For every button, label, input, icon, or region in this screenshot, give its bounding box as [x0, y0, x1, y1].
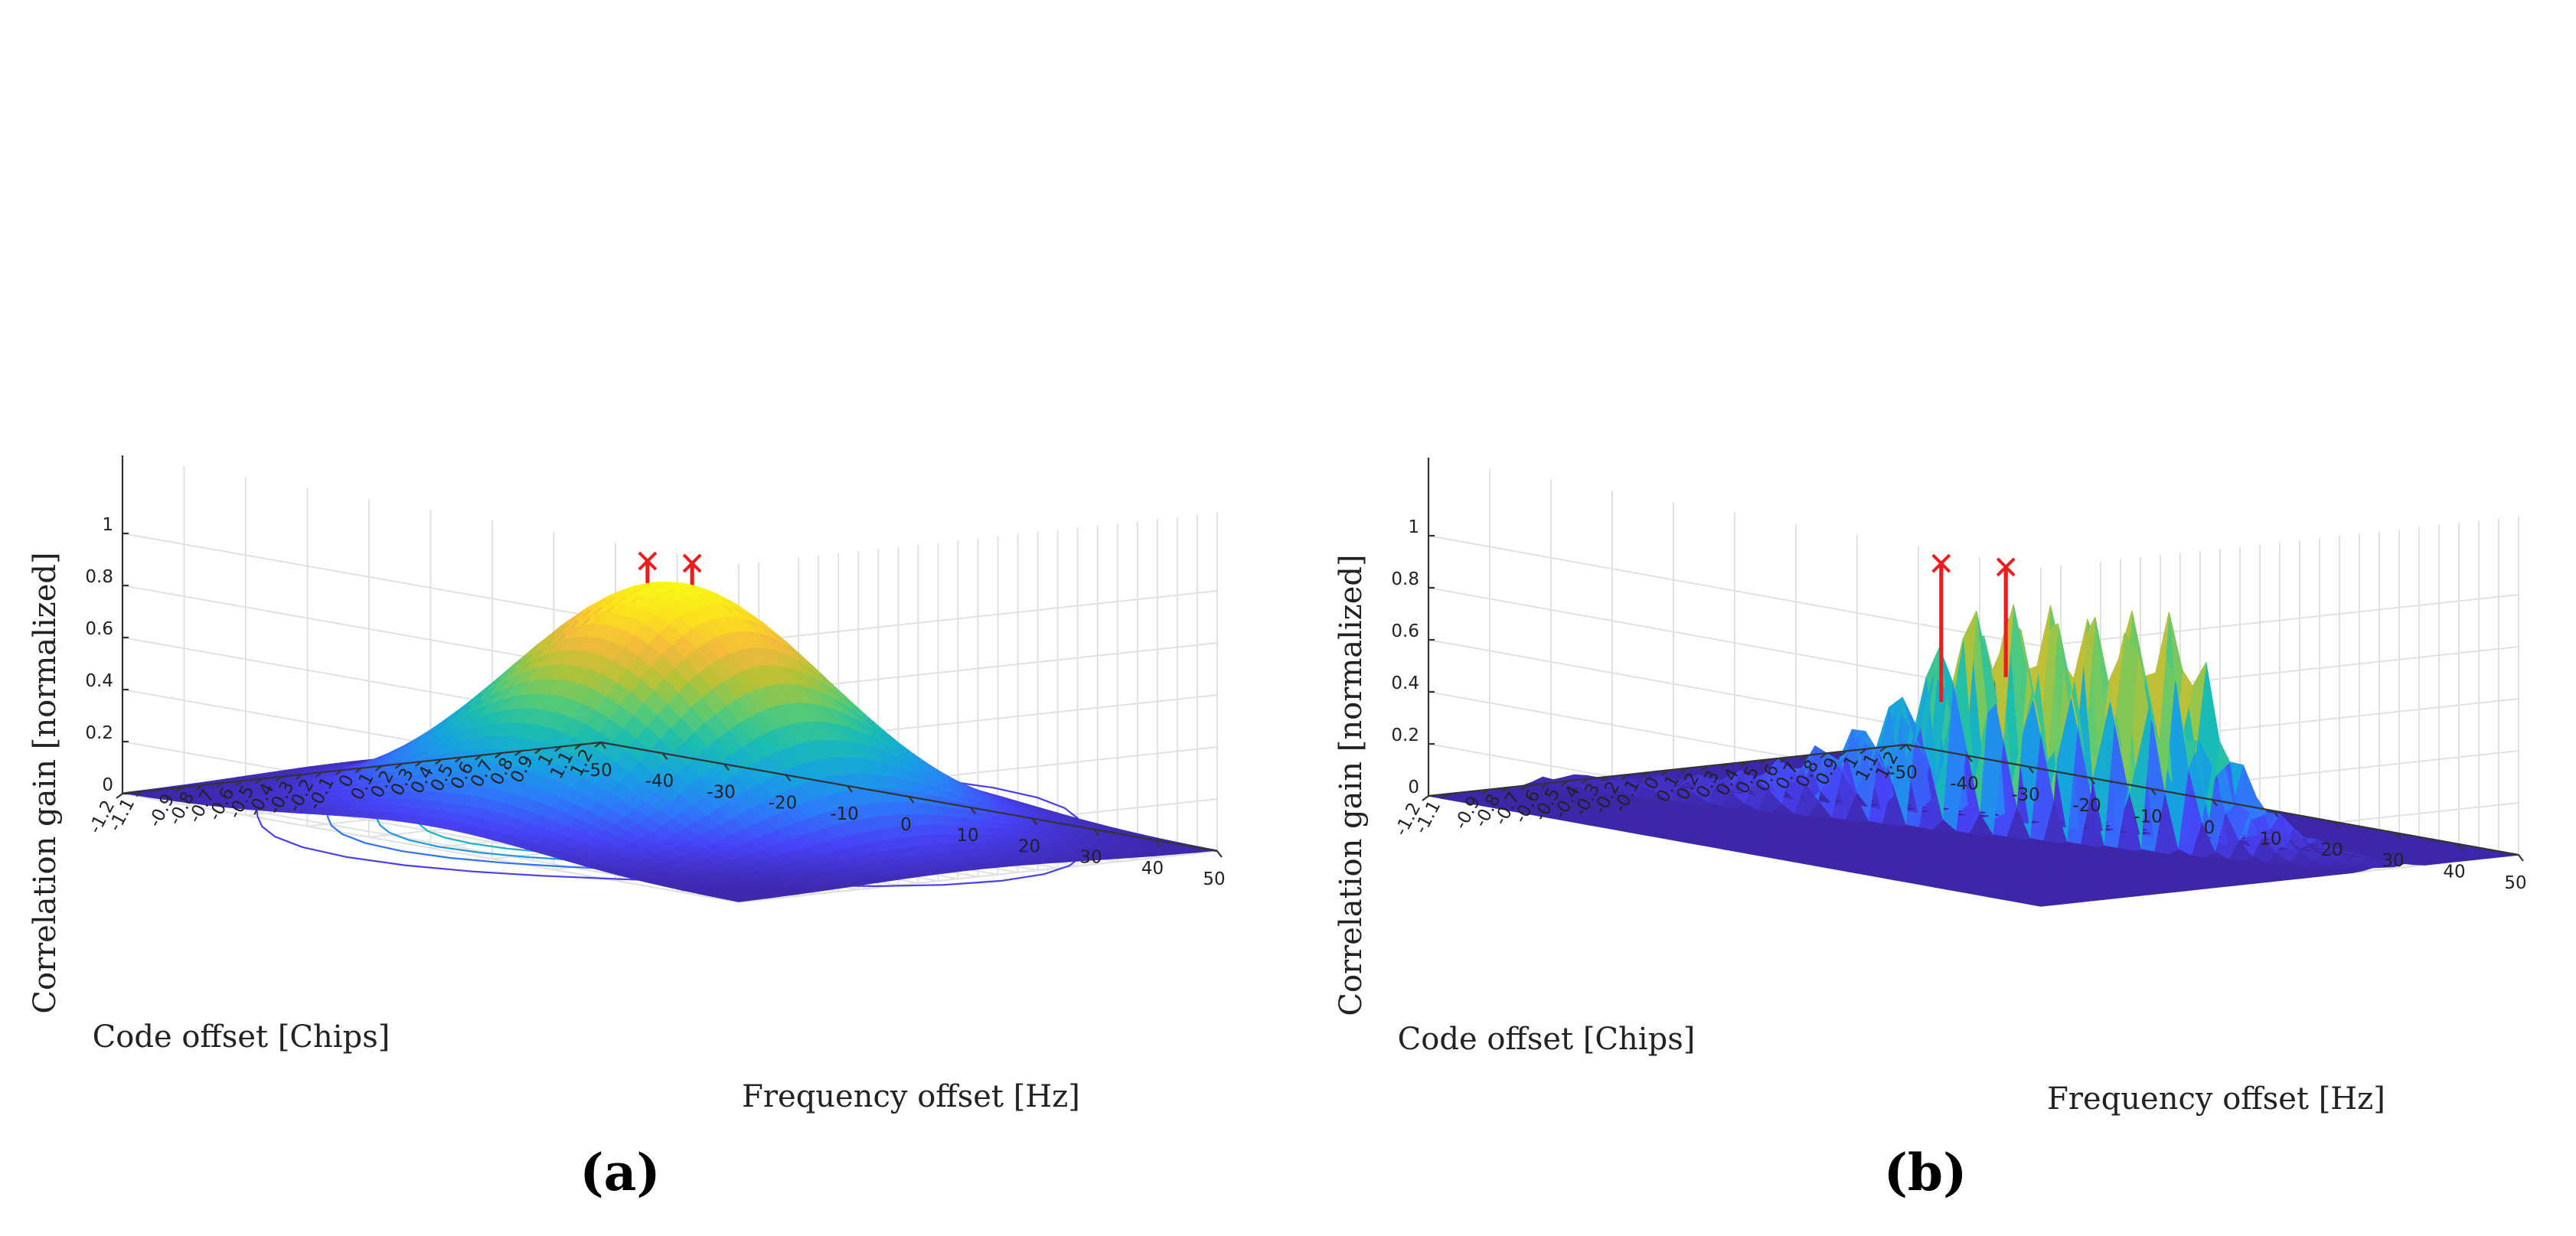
peak-marker	[682, 553, 702, 573]
correlation-surface	[1428, 604, 2519, 907]
z-tick-label: 0.2	[1391, 726, 1419, 745]
x-tick-label: -1.1	[1411, 797, 1445, 837]
y-tick-label: 40	[1141, 859, 1164, 879]
axes	[116, 455, 1223, 858]
y-tick-label: -30	[707, 782, 736, 802]
z-tick-label: 0.8	[85, 567, 113, 587]
z-tick-label: 0.6	[85, 619, 113, 639]
axes	[1422, 458, 2524, 862]
y-tick-label: -30	[2011, 785, 2040, 805]
y-tick-label: 50	[1203, 869, 1225, 889]
panel-b: -1.2-1.1 -0.9-0.8-0.7-0.6-0.5-0.4-0.3-0.2…	[1334, 458, 2527, 1202]
z-axis-label: Correlation gain [normalized]	[28, 552, 63, 1013]
panel-label: (b)	[1884, 1143, 1967, 1202]
y-tick-label: -40	[1950, 774, 1979, 794]
y-tick-label: 10	[2259, 829, 2281, 849]
z-tick-label: 0.8	[1391, 569, 1419, 589]
z-tick-label: 0.6	[1391, 621, 1419, 641]
correlation-surface	[122, 582, 1218, 902]
y-tick-label: -10	[830, 804, 859, 824]
z-axis-label: Correlation gain [normalized]	[1334, 554, 1369, 1016]
panel-label: (a)	[580, 1143, 660, 1202]
z-tick-label: 0.2	[85, 723, 113, 743]
peak-marker	[1931, 553, 1951, 573]
peak-marker	[638, 551, 658, 571]
y-tick-label: 50	[2504, 873, 2526, 893]
y-tick-label: 0	[900, 815, 912, 835]
y-tick-label: -50	[1889, 763, 1918, 783]
y-tick-label: 30	[1079, 848, 1102, 868]
y-tick-label: -20	[769, 794, 798, 814]
y-axis-label: Frequency offset [Hz]	[742, 1079, 1080, 1114]
peak-marker	[1996, 557, 2016, 577]
y-tick-label: 20	[1018, 837, 1040, 856]
y-tick-label: 20	[2320, 840, 2343, 860]
y-axis-label: Frequency offset [Hz]	[2047, 1081, 2385, 1117]
z-tick-label: 1	[1408, 517, 1419, 537]
z-tick-label: 0	[102, 775, 113, 795]
z-tick-label: 0.4	[1391, 673, 1419, 693]
x-axis-label: Code offset [Chips]	[1398, 1022, 1696, 1057]
panel-a: -1.2-1.1 -0.9-0.8-0.7-0.6-0.5-0.4-0.3-0.2…	[28, 455, 1226, 1202]
z-tick-label: 0	[1408, 778, 1419, 797]
z-tick-label: 1	[102, 515, 113, 535]
x-tick-label: -1.1	[105, 795, 139, 835]
y-tick-label: 0	[2204, 818, 2215, 838]
y-tick-label: 10	[956, 826, 978, 846]
y-tick-label: 30	[2382, 851, 2404, 871]
x-axis-label: Code offset [Chips]	[93, 1019, 390, 1055]
y-tick-label: 40	[2443, 863, 2465, 882]
y-tick-label: -10	[2134, 807, 2163, 827]
y-tick-label: -20	[2072, 796, 2101, 816]
z-tick-label: 0.4	[85, 671, 113, 691]
y-tick-label: -40	[645, 771, 674, 791]
y-tick-label: -50	[583, 761, 612, 781]
